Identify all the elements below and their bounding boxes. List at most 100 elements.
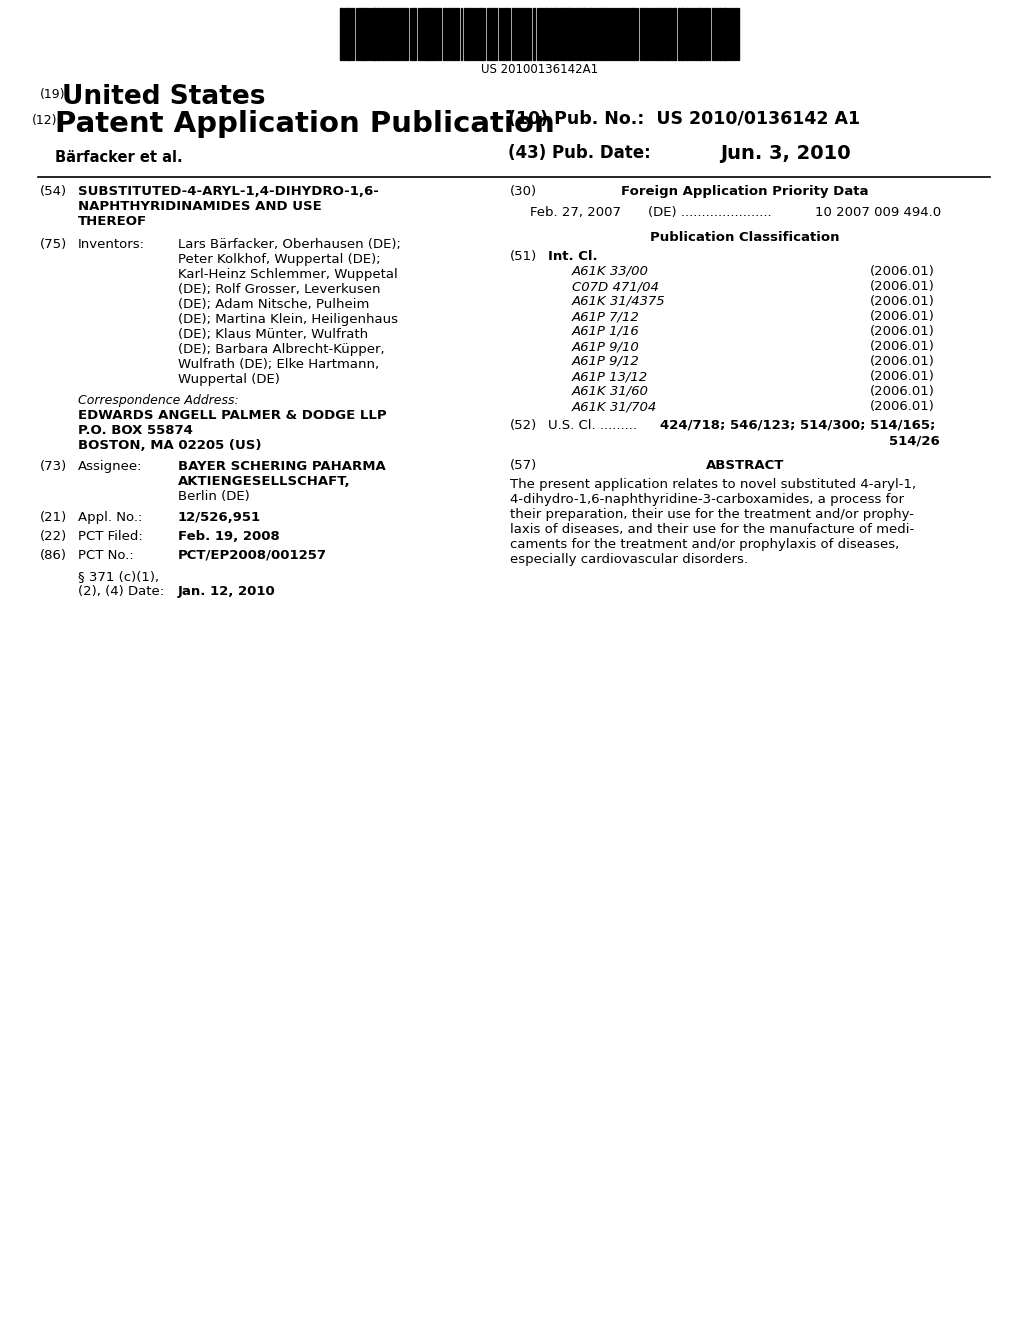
Text: (30): (30) <box>510 185 538 198</box>
Bar <box>414 8 416 59</box>
Text: THEREOF: THEREOF <box>78 215 147 228</box>
Bar <box>443 8 445 59</box>
Bar <box>512 8 514 59</box>
Bar <box>657 8 659 59</box>
Text: (12): (12) <box>32 114 57 127</box>
Text: (DE); Barbara Albrecht-Küpper,: (DE); Barbara Albrecht-Küpper, <box>178 343 385 356</box>
Text: U.S. Cl. .........: U.S. Cl. ......... <box>548 418 637 432</box>
Bar <box>389 8 391 59</box>
Text: (73): (73) <box>40 459 68 473</box>
Text: (22): (22) <box>40 531 68 543</box>
Text: SUBSTITUTED-4-ARYL-1,4-DIHYDRO-1,6-: SUBSTITUTED-4-ARYL-1,4-DIHYDRO-1,6- <box>78 185 379 198</box>
Text: Lars Bärfacker, Oberhausen (DE);: Lars Bärfacker, Oberhausen (DE); <box>178 238 400 251</box>
Bar <box>550 8 552 59</box>
Text: A61P 1/16: A61P 1/16 <box>572 325 640 338</box>
Text: 12/526,951: 12/526,951 <box>178 511 261 524</box>
Text: laxis of diseases, and their use for the manufacture of medi-: laxis of diseases, and their use for the… <box>510 523 914 536</box>
Text: (2006.01): (2006.01) <box>870 294 935 308</box>
Bar <box>583 8 585 59</box>
Text: (2006.01): (2006.01) <box>870 265 935 279</box>
Text: Patent Application Publication: Patent Application Publication <box>55 110 555 139</box>
Text: their preparation, their use for the treatment and/or prophy-: their preparation, their use for the tre… <box>510 508 914 521</box>
Bar <box>562 8 565 59</box>
Text: (2006.01): (2006.01) <box>870 325 935 338</box>
Bar <box>424 8 426 59</box>
Bar <box>674 8 676 59</box>
Text: (2006.01): (2006.01) <box>870 280 935 293</box>
Text: 4-dihydro-1,6-naphthyridine-3-carboxamides, a process for: 4-dihydro-1,6-naphthyridine-3-carboxamid… <box>510 492 904 506</box>
Text: BOSTON, MA 02205 (US): BOSTON, MA 02205 (US) <box>78 440 261 451</box>
Text: § 371 (c)(1),: § 371 (c)(1), <box>78 570 159 583</box>
Text: Appl. No.:: Appl. No.: <box>78 511 142 524</box>
Text: Wulfrath (DE); Elke Hartmann,: Wulfrath (DE); Elke Hartmann, <box>178 358 379 371</box>
Bar <box>525 8 527 59</box>
Bar <box>724 8 727 59</box>
Text: AKTIENGESELLSCHAFT,: AKTIENGESELLSCHAFT, <box>178 475 350 488</box>
Bar <box>559 8 561 59</box>
Text: A61K 31/60: A61K 31/60 <box>572 385 649 399</box>
Bar <box>406 8 408 59</box>
Text: Jun. 3, 2010: Jun. 3, 2010 <box>720 144 851 162</box>
Text: (10) Pub. No.:  US 2010/0136142 A1: (10) Pub. No.: US 2010/0136142 A1 <box>508 110 860 128</box>
Bar <box>568 8 571 59</box>
Text: Peter Kolkhof, Wuppertal (DE);: Peter Kolkhof, Wuppertal (DE); <box>178 253 381 267</box>
Bar <box>392 8 394 59</box>
Text: (2), (4) Date:: (2), (4) Date: <box>78 585 164 598</box>
Bar <box>553 8 556 59</box>
Text: Feb. 27, 2007: Feb. 27, 2007 <box>530 206 621 219</box>
Text: P.O. BOX 55874: P.O. BOX 55874 <box>78 424 193 437</box>
Text: especially cardiovascular disorders.: especially cardiovascular disorders. <box>510 553 748 566</box>
Bar <box>667 8 669 59</box>
Text: Foreign Application Priority Data: Foreign Application Priority Data <box>622 185 868 198</box>
Text: (DE); Adam Nitsche, Pulheim: (DE); Adam Nitsche, Pulheim <box>178 298 370 312</box>
Text: A61P 9/12: A61P 9/12 <box>572 355 640 368</box>
Text: (DE) ......................: (DE) ...................... <box>648 206 772 219</box>
Text: 10 2007 009 494.0: 10 2007 009 494.0 <box>815 206 941 219</box>
Bar <box>377 8 379 59</box>
Text: 424/718; 546/123; 514/300; 514/165;: 424/718; 546/123; 514/300; 514/165; <box>660 418 935 432</box>
Text: caments for the treatment and/or prophylaxis of diseases,: caments for the treatment and/or prophyl… <box>510 539 899 550</box>
Bar <box>660 8 662 59</box>
Bar <box>699 8 702 59</box>
Text: A61P 7/12: A61P 7/12 <box>572 310 640 323</box>
Bar <box>340 8 342 59</box>
Text: PCT/EP2008/001257: PCT/EP2008/001257 <box>178 549 327 562</box>
Text: PCT No.:: PCT No.: <box>78 549 134 562</box>
Bar <box>601 8 603 59</box>
Bar <box>545 8 547 59</box>
Bar <box>427 8 430 59</box>
Text: Inventors:: Inventors: <box>78 238 145 251</box>
Text: A61K 33/00: A61K 33/00 <box>572 265 649 279</box>
Text: (DE); Klaus Münter, Wulfrath: (DE); Klaus Münter, Wulfrath <box>178 327 368 341</box>
Text: (21): (21) <box>40 511 68 524</box>
Text: (2006.01): (2006.01) <box>870 385 935 399</box>
Bar <box>632 8 634 59</box>
Bar <box>686 8 688 59</box>
Bar <box>714 8 716 59</box>
Text: (2006.01): (2006.01) <box>870 370 935 383</box>
Bar <box>362 8 366 59</box>
Bar <box>373 8 376 59</box>
Bar <box>382 8 384 59</box>
Text: (52): (52) <box>510 418 538 432</box>
Text: Correspondence Address:: Correspondence Address: <box>78 393 239 407</box>
Bar <box>678 8 680 59</box>
Text: (2006.01): (2006.01) <box>870 355 935 368</box>
Bar <box>490 8 493 59</box>
Bar <box>360 8 362 59</box>
Bar <box>590 8 592 59</box>
Text: (57): (57) <box>510 459 538 473</box>
Text: The present application relates to novel substituted 4-aryl-1,: The present application relates to novel… <box>510 478 916 491</box>
Bar <box>481 8 483 59</box>
Bar <box>646 8 648 59</box>
Text: United States: United States <box>62 84 265 110</box>
Bar <box>347 8 350 59</box>
Bar <box>395 8 397 59</box>
Bar <box>681 8 683 59</box>
Text: Karl-Heinz Schlemmer, Wuppetal: Karl-Heinz Schlemmer, Wuppetal <box>178 268 397 281</box>
Bar <box>578 8 580 59</box>
Bar <box>457 8 459 59</box>
Text: ABSTRACT: ABSTRACT <box>706 459 784 473</box>
Text: (86): (86) <box>40 549 67 562</box>
Text: Int. Cl.: Int. Cl. <box>548 249 598 263</box>
